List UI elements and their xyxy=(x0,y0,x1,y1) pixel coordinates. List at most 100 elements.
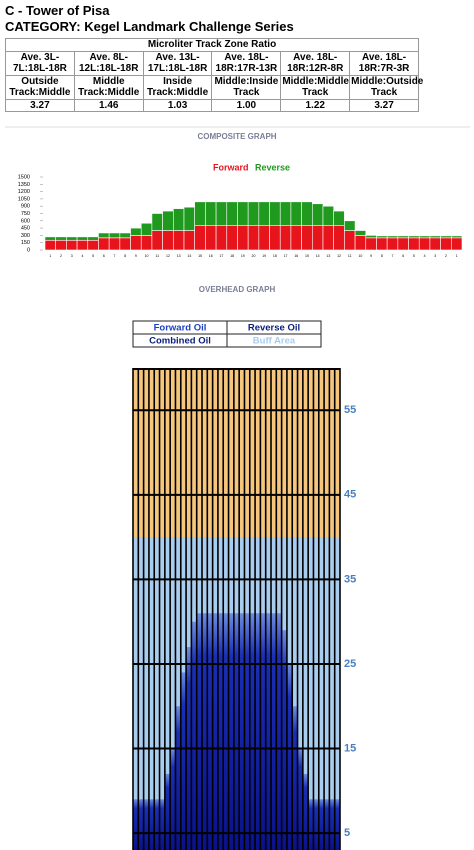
y-tick-label: 150 xyxy=(21,240,30,246)
table-cell: 3.27 xyxy=(349,98,419,112)
oil-column xyxy=(148,799,155,850)
oil-column xyxy=(276,613,282,850)
bar-segment xyxy=(354,230,367,236)
bar-segment xyxy=(365,237,377,251)
oil-column xyxy=(292,706,298,850)
legend-entry: Combined Oil xyxy=(149,336,211,347)
bar-segment xyxy=(279,225,292,251)
oil-column xyxy=(302,773,309,850)
bar-segment xyxy=(354,235,367,251)
table-cell: Middle Track:Middle xyxy=(73,74,144,100)
bar-segment xyxy=(130,227,142,236)
x-tick-label: 7 xyxy=(114,254,116,258)
x-tick-label: 16 xyxy=(294,254,298,258)
bar-segment xyxy=(301,225,313,251)
y-tick-label: 35 xyxy=(344,573,356,585)
x-tick-label: 3 xyxy=(71,254,73,258)
oil-column xyxy=(244,613,250,850)
y-tick-label: 45 xyxy=(344,489,356,501)
y-tick-label: 1500 xyxy=(18,174,30,180)
x-tick-label: 1 xyxy=(49,254,51,258)
x-tick-label: 17 xyxy=(219,254,223,258)
bar-segment xyxy=(130,235,142,251)
x-tick-label: 19 xyxy=(262,254,266,258)
x-tick-label: 8 xyxy=(124,254,126,258)
ratio-table: Microliter Track Zone Ratio Ave. 3L-7L:18… xyxy=(5,38,424,112)
table-row: Outside Track:Middle Middle Track:Middle I… xyxy=(5,74,424,100)
table-cell: 1.46 xyxy=(73,98,144,112)
bar-segment xyxy=(226,201,238,226)
oil-column xyxy=(281,630,287,850)
bar-segment xyxy=(173,208,185,231)
table-cell: Inside Track:Middle xyxy=(142,74,213,100)
y-tick-label: 0 xyxy=(27,247,30,253)
bar-segment xyxy=(215,201,228,226)
oil-column xyxy=(271,613,277,850)
oil-column xyxy=(239,613,245,850)
x-tick-label: 13 xyxy=(326,254,330,258)
bar-segment xyxy=(226,225,238,251)
oil-column xyxy=(207,613,213,850)
oil-column xyxy=(175,706,181,850)
bar-segment xyxy=(333,225,345,251)
x-tick-label: 15 xyxy=(198,254,202,258)
bar-segment xyxy=(451,235,463,239)
oil-column xyxy=(233,613,240,850)
bar-segment xyxy=(237,225,249,251)
bar-segment xyxy=(269,225,281,251)
x-tick-label: 7 xyxy=(392,254,394,258)
legend-entry: Buff Area xyxy=(253,336,296,347)
x-tick-label: 10 xyxy=(145,254,149,258)
x-tick-label: 15 xyxy=(305,254,309,258)
bar-segment xyxy=(151,213,163,231)
bar-segment xyxy=(247,225,260,251)
bar-segment xyxy=(333,210,345,226)
bar-segment xyxy=(119,232,131,239)
table-cell: Ave. 18L-18R:12R-8R xyxy=(280,50,351,76)
oil-column xyxy=(202,613,208,850)
bar-segment xyxy=(397,235,409,239)
table-cell: Ave. 18L-18R:17R-13R xyxy=(211,50,282,76)
oil-column xyxy=(164,773,171,850)
x-tick-label: 14 xyxy=(187,254,191,258)
bar-segment xyxy=(173,230,185,251)
table-cell: Middle:Outside Track xyxy=(349,74,424,100)
x-tick-label: 12 xyxy=(337,254,341,258)
bar-segment xyxy=(301,201,313,226)
oil-column xyxy=(170,748,176,850)
oil-column xyxy=(308,799,314,850)
y-tick-label: 1200 xyxy=(18,189,30,195)
bar-segment xyxy=(386,235,399,239)
oil-column xyxy=(286,663,293,850)
bar-segment xyxy=(87,239,99,251)
y-tick-label: 450 xyxy=(21,226,30,232)
legend-box xyxy=(226,333,322,348)
x-tick-label: 6 xyxy=(103,254,105,258)
bar-segment xyxy=(183,230,195,251)
bar-segment xyxy=(290,201,302,226)
oil-column xyxy=(223,613,229,850)
x-tick-label: 13 xyxy=(177,254,181,258)
oil-column xyxy=(255,613,261,850)
bar-segment xyxy=(215,225,228,251)
bar-segment xyxy=(376,235,388,239)
table-cell: 1.22 xyxy=(280,98,351,112)
bar-segment xyxy=(440,237,452,251)
bar-segment xyxy=(258,201,270,226)
x-tick-label: 4 xyxy=(81,254,83,258)
oil-column xyxy=(143,799,149,850)
bar-segment xyxy=(312,203,324,226)
bar-segment xyxy=(429,237,441,251)
bar-segment xyxy=(408,237,420,251)
bar-segment xyxy=(451,237,463,251)
bar-segment xyxy=(151,230,163,251)
section-title: OVERHEAD GRAPH xyxy=(199,285,276,294)
bar-segment xyxy=(87,236,99,241)
y-tick-label: 750 xyxy=(21,211,30,217)
oil-column xyxy=(334,799,340,850)
oil-column xyxy=(159,799,165,850)
oil-column xyxy=(196,613,202,850)
bar-segment xyxy=(76,236,89,241)
bar-segment xyxy=(312,225,324,251)
